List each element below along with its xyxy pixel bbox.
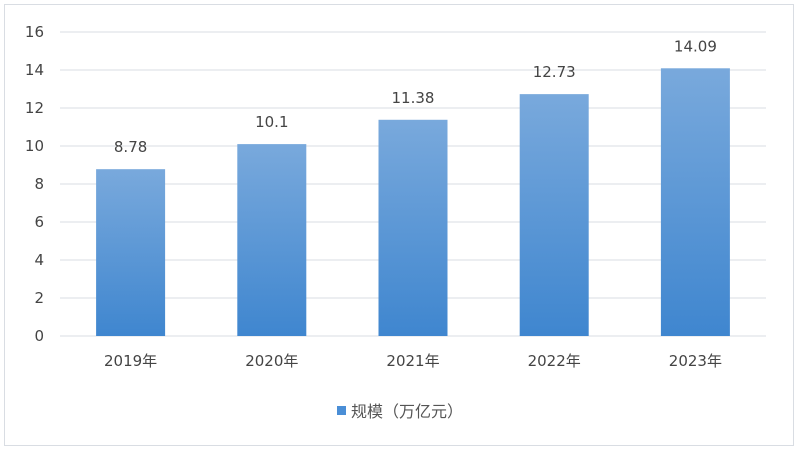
y-tick-label: 14 bbox=[25, 61, 44, 79]
y-tick-label: 12 bbox=[25, 99, 44, 117]
x-tick-label: 2021年 bbox=[386, 352, 439, 370]
bar bbox=[378, 119, 448, 336]
y-tick-label: 16 bbox=[25, 23, 44, 41]
bar bbox=[519, 94, 589, 336]
legend: 规模（万亿元） bbox=[0, 398, 800, 422]
data-label: 14.09 bbox=[674, 37, 717, 55]
y-tick-label: 2 bbox=[34, 289, 44, 307]
x-tick-label: 2019年 bbox=[104, 352, 157, 370]
bar bbox=[237, 144, 307, 336]
legend-label: 规模（万亿元） bbox=[350, 402, 463, 421]
bar bbox=[660, 68, 730, 336]
bar bbox=[96, 169, 166, 336]
y-tick-label: 0 bbox=[34, 327, 44, 345]
data-label: 10.1 bbox=[255, 113, 288, 131]
data-label: 11.38 bbox=[392, 89, 435, 107]
x-tick-label: 2023年 bbox=[669, 352, 722, 370]
y-tick-label: 6 bbox=[34, 213, 44, 231]
y-tick-label: 4 bbox=[34, 251, 44, 269]
x-tick-label: 2020年 bbox=[245, 352, 298, 370]
x-tick-label: 2022年 bbox=[528, 352, 581, 370]
y-tick-label: 10 bbox=[25, 137, 44, 155]
data-label: 8.78 bbox=[114, 138, 147, 156]
legend-swatch bbox=[336, 406, 346, 415]
y-tick-label: 8 bbox=[34, 175, 44, 193]
data-label: 12.73 bbox=[533, 63, 576, 81]
